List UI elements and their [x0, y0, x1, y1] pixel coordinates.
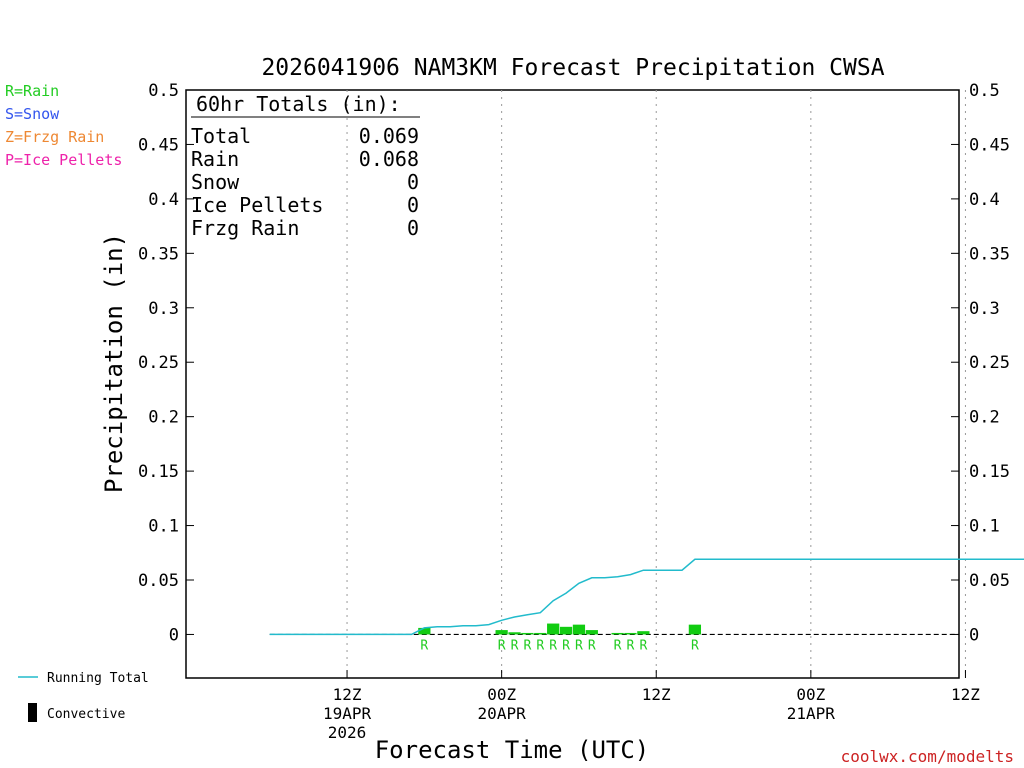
- y-tick-label: 0.4: [148, 190, 179, 210]
- precip-bar: [521, 632, 534, 635]
- precip-type-label: R: [498, 638, 506, 653]
- precip-type-label: R: [627, 638, 635, 653]
- y-axis-label: Precipitation (in): [100, 233, 128, 493]
- y-tick-label-right: 0.4: [969, 190, 1000, 210]
- y-tick-label: 0.2: [148, 408, 179, 428]
- precip-type-legend-item: Z=Frzg Rain: [5, 128, 104, 146]
- y-tick-label: 0.1: [148, 517, 179, 537]
- totals-header: 60hr Totals (in):: [196, 92, 401, 116]
- totals-row-value: 0.068: [359, 147, 419, 171]
- running-total-legend-label: Running Total: [47, 671, 149, 686]
- y-tick-label: 0.3: [148, 299, 179, 319]
- convective-legend-label: Convective: [47, 707, 125, 722]
- precip-type-label: R: [575, 638, 583, 653]
- y-tick-label-right: 0.1: [969, 517, 1000, 537]
- precip-type-legend-item: R=Rain: [5, 82, 59, 100]
- x-tick-label: 2026: [328, 723, 367, 742]
- y-axis-left: 0 0.05 0.1 0.15 0.2 0.25 0.3 0.35 0.4 0.45 0.5: [138, 81, 194, 645]
- x-gridlines: [346, 90, 966, 678]
- precip-type-label: R: [588, 638, 596, 653]
- x-tick-label: 12Z: [333, 685, 362, 704]
- totals-box: 60hr Totals (in): Total 0.069 Rain 0.068 Sno…: [191, 92, 420, 240]
- y-tick-label: 0.05: [138, 571, 179, 591]
- precip-bar: [495, 630, 508, 635]
- precip-bar: [585, 630, 598, 635]
- totals-row-label: Total: [191, 124, 251, 148]
- precip-type-legend-item: P=Ice Pellets: [5, 151, 122, 169]
- totals-row-label: Snow: [191, 170, 240, 194]
- precip-bar: [637, 631, 650, 635]
- precip-type-label: R: [536, 638, 544, 653]
- x-tick-label: 00Z: [796, 685, 825, 704]
- precip-bar: [508, 632, 521, 635]
- y-tick-label: 0.5: [148, 81, 179, 101]
- y-tick-label: 0.25: [138, 353, 179, 373]
- precip-bar: [534, 632, 547, 635]
- x-axis-label: Forecast Time (UTC): [375, 736, 650, 764]
- precip-type-label: R: [420, 638, 428, 653]
- precip-bar: [572, 624, 586, 635]
- chart-title: 2026041906 NAM3KM Forecast Precipitation…: [261, 55, 884, 81]
- precip-type-legend: R=Rain S=Snow Z=Frzg Rain P=Ice Pellets: [5, 82, 122, 169]
- totals-row-label: Frzg Rain: [191, 216, 299, 240]
- precip-type-legend-item: S=Snow: [5, 105, 60, 123]
- precip-bar: [418, 627, 431, 635]
- totals-row-value: 0: [407, 193, 419, 217]
- y-tick-label: 0.35: [138, 244, 179, 264]
- totals-row-value: 0: [407, 170, 419, 194]
- running-total-line: [269, 558, 1024, 636]
- precip-type-label: R: [511, 638, 519, 653]
- y-tick-label-right: 0.5: [969, 81, 1000, 101]
- y-tick-label: 0: [169, 625, 179, 645]
- y-tick-label-right: 0.15: [969, 462, 1010, 482]
- totals-row-value: 0: [407, 216, 419, 240]
- precip-bar: [688, 624, 702, 635]
- precip-type-label: R: [562, 638, 570, 653]
- y-tick-label-right: 0.45: [969, 135, 1010, 155]
- y-tick-label-right: 0.35: [969, 244, 1010, 264]
- totals-row-label: Rain: [191, 147, 239, 171]
- precip-bar: [624, 632, 637, 635]
- y-tick-label: 0.15: [138, 462, 179, 482]
- x-tick-label: 00Z: [487, 685, 516, 704]
- precip-type-label: R: [614, 638, 622, 653]
- y-tick-label-right: 0.05: [969, 571, 1010, 591]
- precip-type-label: R: [549, 638, 557, 653]
- x-tick-label: 19APR: [323, 704, 372, 723]
- precip-bars: [418, 623, 702, 635]
- y-tick-label: 0.45: [138, 135, 179, 155]
- precip-type-label: R: [639, 638, 647, 653]
- y-tick-label-right: 0.3: [969, 299, 1000, 319]
- precip-bar: [559, 626, 573, 635]
- y-tick-label-right: 0.2: [969, 408, 1000, 428]
- precip-bar: [547, 623, 560, 635]
- x-tick-label: 21APR: [787, 704, 836, 723]
- y-tick-label-right: 0.25: [969, 353, 1010, 373]
- y-tick-label-right: 0: [969, 625, 979, 645]
- totals-row-label: Ice Pellets: [191, 193, 323, 217]
- x-tick-label: 20APR: [478, 704, 527, 723]
- series-legend: Running Total Convective: [18, 671, 149, 722]
- totals-row-value: 0.069: [359, 124, 419, 148]
- plot-frame: [185, 89, 960, 679]
- credit-text: coolwx.com/modelts: [841, 747, 1014, 766]
- convective-legend-swatch: [28, 703, 37, 722]
- x-tick-label: 12Z: [642, 685, 671, 704]
- precip-type-label: R: [691, 638, 699, 653]
- precip-type-label: R: [523, 638, 531, 653]
- precip-bar: [611, 632, 624, 635]
- x-tick-label: 12Z: [951, 685, 980, 704]
- y-axis-right: 0 0.05 0.1 0.15 0.2 0.25 0.3 0.35 0.4 0.45 0.5: [951, 81, 1010, 645]
